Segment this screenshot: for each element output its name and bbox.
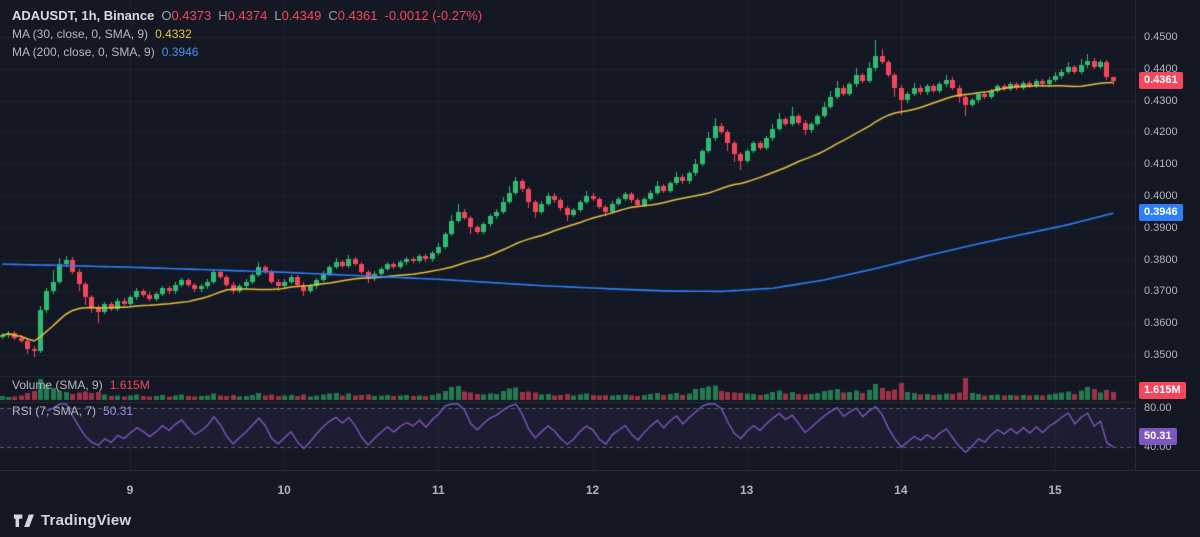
ma200-label: MA (200, close, 0, SMA, 9) (12, 45, 155, 59)
volume-legend-row[interactable]: Volume (SMA, 9) 1.615M (12, 378, 150, 392)
time-tick-label: 9 (126, 483, 134, 497)
tradingview-logo-text: TradingView (41, 512, 132, 529)
tradingview-logo-icon (13, 511, 35, 530)
volume-value-badge: 1.615M (1139, 382, 1186, 399)
ma30-value: 0.4332 (155, 27, 192, 41)
ohlc-close: C0.4361 (328, 8, 378, 23)
ohlc-open: O0.4373 (161, 8, 212, 23)
price-change: -0.0012 (-0.27%) (384, 8, 483, 23)
ma200-value-badge: 0.3946 (1139, 204, 1183, 222)
price-tick-label: 0.3700 (1144, 285, 1178, 298)
volume-label: Volume (SMA, 9) (12, 378, 103, 392)
rsi-legend-row[interactable]: RSI (7, SMA, 7) 50.31 (12, 404, 133, 418)
ma30-label: MA (30, close, 0, SMA, 9) (12, 27, 149, 41)
ma200-value: 0.3946 (161, 45, 199, 59)
price-tick-label: 0.4300 (1144, 94, 1178, 107)
symbol-legend-row[interactable]: ADAUSDT, 1h, Binance O0.4373 H0.4374 L0.… (12, 8, 482, 27)
time-tick-label: 11 (431, 483, 445, 497)
price-tick-label: 0.4000 (1144, 190, 1178, 202)
last-price-badge: 0.4361 (1139, 72, 1183, 90)
rsi-value-badge: 50.31 (1139, 427, 1177, 445)
price-axis[interactable]: 0.4500 0.4400 0.4300 0.4200 0.4100 0.4000 0.39… (1135, 0, 1200, 470)
ma200-legend-row[interactable]: MA (200, close, 0, SMA, 9) 0.3946 (12, 45, 482, 63)
tradingview-logo[interactable]: TradingView (13, 511, 131, 530)
symbol-title: ADAUSDT, 1h, Binance (12, 8, 155, 23)
price-tick-label: 0.4100 (1144, 158, 1178, 171)
time-tick-label: 10 (277, 483, 291, 497)
rsi-label: RSI (7, SMA, 7) (12, 404, 97, 418)
time-tick-label: 15 (1048, 483, 1062, 497)
price-tick-label: 0.3500 (1144, 349, 1178, 361)
price-chart-canvas[interactable] (0, 0, 1135, 470)
time-tick-label: 14 (894, 483, 908, 497)
price-tick-label: 0.4200 (1144, 126, 1178, 139)
volume-value: 1.615M (109, 378, 150, 392)
time-axis[interactable]: 9 10 11 12 13 14 15 (0, 470, 1200, 504)
time-tick-label: 13 (739, 483, 754, 497)
price-tick-label: 0.4400 (1144, 62, 1178, 75)
rsi-value: 50.31 (103, 404, 134, 418)
ma30-legend-row[interactable]: MA (30, close, 0, SMA, 9) 0.4332 (12, 27, 482, 45)
time-tick-label: 12 (585, 483, 600, 497)
price-tick-label: 0.3900 (1144, 221, 1178, 234)
chart-legend: ADAUSDT, 1h, Binance O0.4373 H0.4374 L0.… (12, 8, 482, 63)
price-tick-label: 0.3600 (1144, 317, 1178, 330)
price-tick-label: 0.4500 (1144, 31, 1178, 43)
ohlc-high: H0.4374 (218, 8, 268, 23)
price-tick-label: 0.3800 (1144, 253, 1178, 266)
rsi-tick-label: 80.00 (1144, 402, 1172, 414)
ohlc-low: L0.4349 (274, 8, 322, 23)
